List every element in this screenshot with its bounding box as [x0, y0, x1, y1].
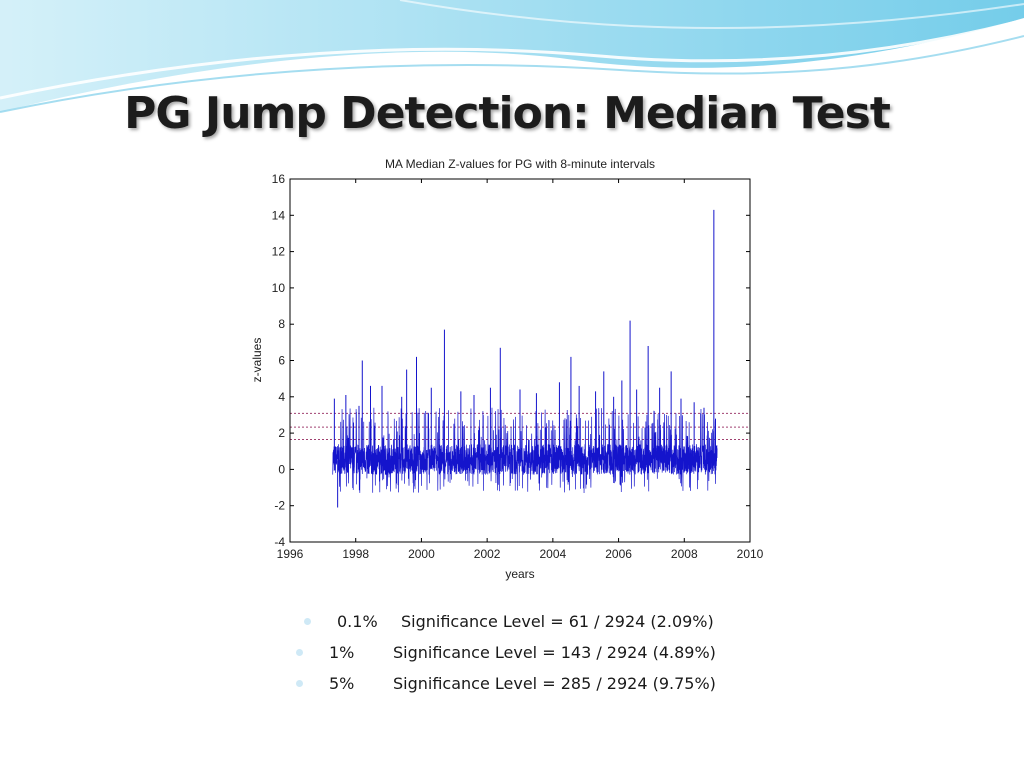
significance-text: Significance Level = 285 / 2924 (9.75%): [393, 674, 716, 693]
list-item: 1% Significance Level = 143 / 2924 (4.89…: [290, 637, 810, 668]
y-tick-label: 8: [278, 317, 285, 331]
y-tick-label: -4: [274, 535, 285, 549]
y-axis-label: z-values: [250, 338, 264, 383]
bullet-dot-icon: [296, 649, 303, 656]
x-axis-label: years: [505, 567, 534, 581]
x-tick-label: 1996: [277, 547, 304, 561]
significance-text: Significance Level = 61 / 2924 (2.09%): [401, 612, 714, 631]
x-tick-label: 2002: [474, 547, 501, 561]
bullet-dot-icon: [296, 680, 303, 687]
y-tick-label: 10: [272, 281, 286, 295]
significance-percent: 1%: [329, 643, 355, 662]
slide-title: PG Jump Detection: Median Test: [124, 88, 891, 139]
header-wave-decoration: [0, 0, 1024, 113]
x-tick-label: 1998: [342, 547, 369, 561]
x-tick-label: 2006: [605, 547, 632, 561]
y-tick-label: 14: [272, 208, 286, 222]
y-tick-label: 6: [278, 354, 285, 368]
y-tick-label: 0: [278, 462, 285, 476]
y-tick-label: 16: [272, 172, 286, 186]
x-tick-label: 2000: [408, 547, 435, 561]
y-tick-label: 12: [272, 245, 286, 259]
plot-area: [290, 179, 750, 542]
list-item: 5% Significance Level = 285 / 2924 (9.75…: [290, 668, 810, 699]
chart-title: MA Median Z-values for PG with 8-minute …: [385, 157, 655, 171]
y-tick-label: 2: [278, 426, 285, 440]
bullet-dot-icon: [304, 618, 311, 625]
y-tick-label: -2: [274, 499, 285, 513]
list-item: 0.1% Significance Level = 61 / 2924 (2.0…: [290, 606, 810, 637]
z-values-chart: 1996 1998 2000 2002 2004 2006 2008 2010 -4 -2 0 2 4 6…: [250, 157, 764, 581]
significance-text: Significance Level = 143 / 2924 (4.89%): [393, 643, 716, 662]
y-tick-label: 4: [278, 390, 285, 404]
x-tick-label: 2010: [737, 547, 764, 561]
z-values-series-line: [332, 407, 718, 493]
significance-percent: 5%: [329, 674, 355, 693]
x-tick-label: 2004: [540, 547, 567, 561]
x-tick-label: 2008: [671, 547, 698, 561]
significance-list: 0.1% Significance Level = 61 / 2924 (2.0…: [290, 606, 810, 699]
significance-percent: 0.1%: [337, 612, 378, 631]
